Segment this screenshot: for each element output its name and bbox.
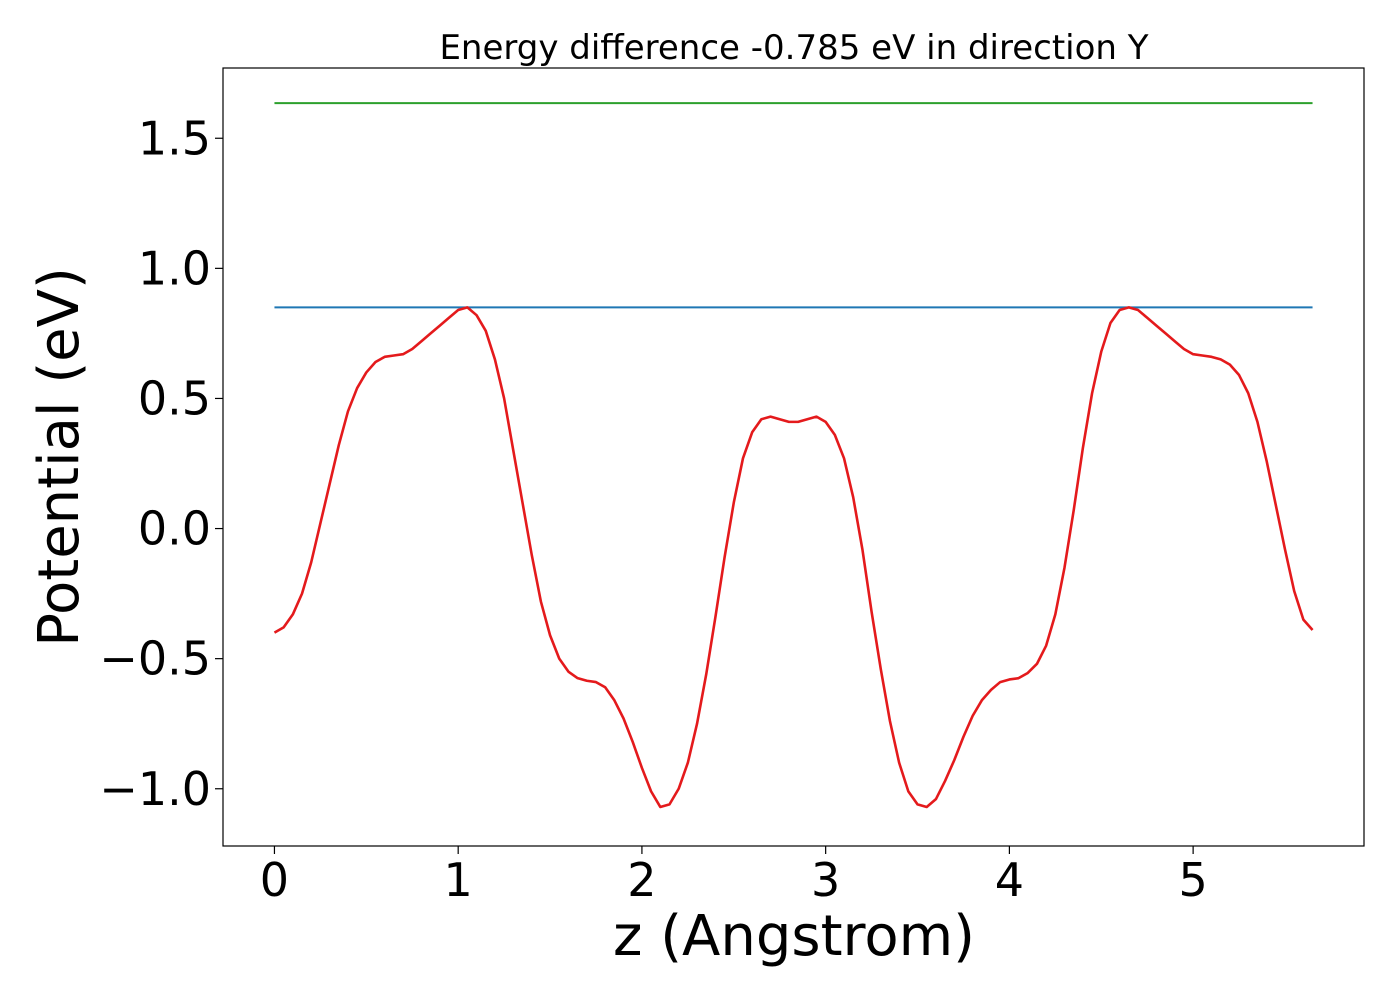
y-tick-label: 0.5: [138, 371, 211, 425]
chart-title: Energy difference -0.785 eV in direction…: [439, 28, 1148, 68]
y-tick-label: 1.5: [138, 111, 211, 165]
x-tick-label: 1: [444, 853, 473, 907]
plot-series-group: [273, 102, 1314, 809]
y-axis-label: Potential (eV): [27, 267, 92, 647]
x-tick-label: 5: [1178, 853, 1207, 907]
y-tick-label: 1.0: [138, 241, 211, 295]
potential-curve: [273, 306, 1314, 809]
plot-frame: [222, 67, 1365, 847]
x-axis-label: z (Angstrom): [613, 904, 975, 969]
x-tick-label: 0: [260, 853, 289, 907]
y-tick-label: 0.0: [138, 502, 211, 556]
y-tick-label: −0.5: [99, 632, 211, 686]
x-axis-ticks: 0 1 2 3 4 5: [260, 846, 1208, 907]
x-tick-label: 3: [811, 853, 840, 907]
x-tick-label: 2: [627, 853, 656, 907]
y-axis-ticks: −1.0 −0.5 0.0 0.5 1.0 1.5: [99, 111, 223, 816]
x-tick-label: 4: [995, 853, 1024, 907]
y-tick-label: −1.0: [99, 762, 211, 816]
